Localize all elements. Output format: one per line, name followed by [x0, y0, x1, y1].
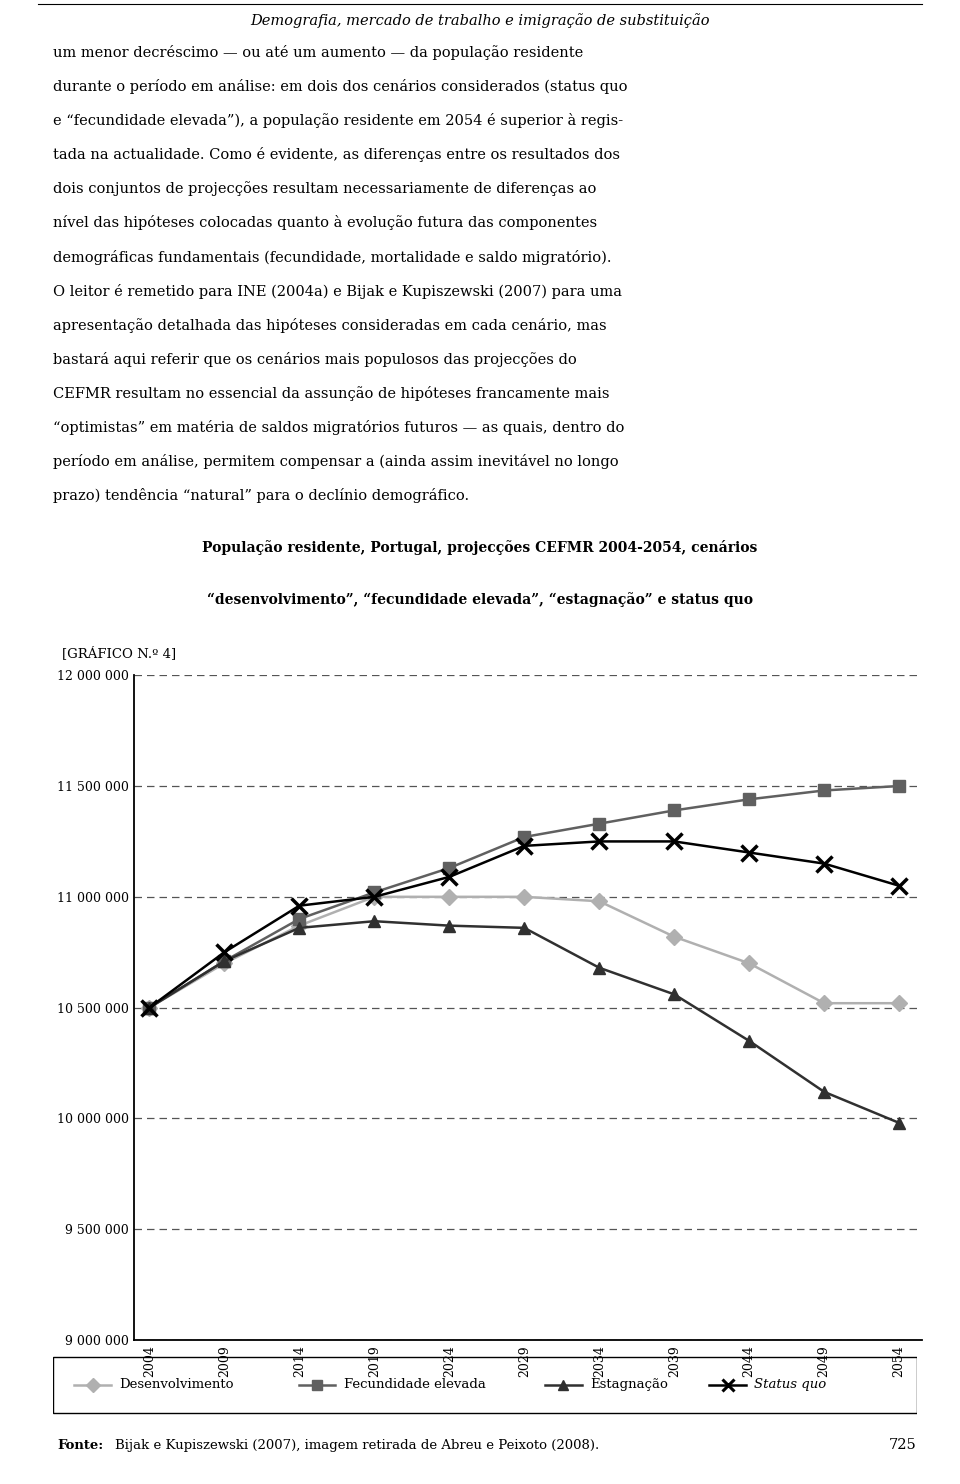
Text: “desenvolvimento”, “fecundidade elevada”, “estagnação” e status quo: “desenvolvimento”, “fecundidade elevada”…	[207, 592, 753, 607]
Text: Fonte:: Fonte:	[58, 1438, 104, 1451]
Text: Demografia, mercado de trabalho e imigração de substituição: Demografia, mercado de trabalho e imigra…	[251, 13, 709, 28]
Text: População residente, Portugal, projecções CEFMR 2004-2054, cenários: População residente, Portugal, projecçõe…	[203, 540, 757, 555]
Text: “optimistas” em matéria de saldos migratórios futuros — as quais, dentro do: “optimistas” em matéria de saldos migrat…	[53, 420, 624, 435]
Text: e “fecundidade elevada”), a população residente em 2054 é superior à regis-: e “fecundidade elevada”), a população re…	[53, 113, 623, 128]
Text: um menor decréscimo — ou até um aumento — da população residente: um menor decréscimo — ou até um aumento …	[53, 45, 583, 59]
Text: bastará aqui referir que os cenários mais populosos das projecções do: bastará aqui referir que os cenários mai…	[53, 352, 577, 367]
Text: 725: 725	[889, 1438, 917, 1453]
Text: prazo) tendência “natural” para o declínio demográfico.: prazo) tendência “natural” para o declín…	[53, 488, 468, 503]
Text: Bijak e Kupiszewski (2007), imagem retirada de Abreu e Peixoto (2008).: Bijak e Kupiszewski (2007), imagem retir…	[115, 1438, 599, 1451]
Text: Estagnação: Estagnação	[590, 1379, 668, 1391]
Text: dois conjuntos de projecções resultam necessariamente de diferenças ao: dois conjuntos de projecções resultam ne…	[53, 181, 596, 196]
Text: durante o período em análise: em dois dos cenários considerados (status quo: durante o período em análise: em dois do…	[53, 79, 627, 93]
Text: tada na actualidade. Como é evidente, as diferenças entre os resultados dos: tada na actualidade. Como é evidente, as…	[53, 147, 620, 162]
Text: O leitor é remetido para INE (2004a) e Bijak e Kupiszewski (2007) para uma: O leitor é remetido para INE (2004a) e B…	[53, 283, 622, 298]
Text: demográficas fundamentais (fecundidade, mortalidade e saldo migratório).: demográficas fundamentais (fecundidade, …	[53, 249, 612, 264]
Text: apresentação detalhada das hipóteses consideradas em cada cenário, mas: apresentação detalhada das hipóteses con…	[53, 318, 607, 332]
Text: Fecundidade elevada: Fecundidade elevada	[344, 1379, 486, 1391]
Text: período em análise, permitem compensar a (ainda assim inevitável no longo: período em análise, permitem compensar a…	[53, 454, 618, 469]
Text: CEFMR resultam no essencial da assunção de hipóteses francamente mais: CEFMR resultam no essencial da assunção …	[53, 386, 610, 401]
Text: nível das hipóteses colocadas quanto à evolução futura das componentes: nível das hipóteses colocadas quanto à e…	[53, 215, 597, 230]
Text: [GRÁFICO N.º 4]: [GRÁFICO N.º 4]	[62, 646, 177, 660]
Text: Status quo: Status quo	[755, 1379, 827, 1391]
Text: Desenvolvimento: Desenvolvimento	[119, 1379, 234, 1391]
